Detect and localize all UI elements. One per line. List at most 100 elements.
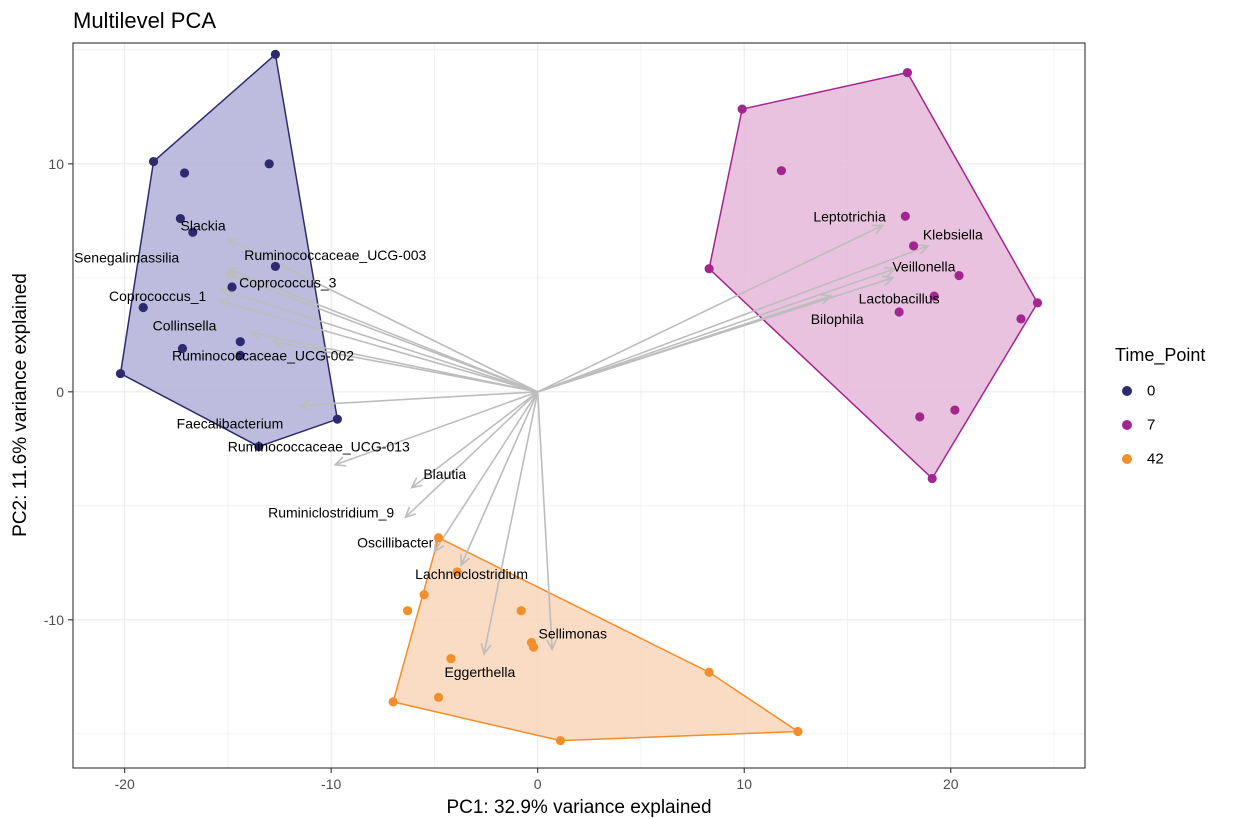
point-timepoint-0 [235, 350, 245, 360]
point-timepoint-42 [419, 590, 429, 600]
loading-arrow [433, 391, 539, 552]
loading-arrowhead [460, 554, 471, 567]
point-timepoint-0 [177, 343, 188, 354]
loading-arrowhead [333, 456, 347, 467]
point-timepoint-7 [1032, 298, 1043, 308]
point-timepoint-42 [433, 533, 444, 543]
point-timepoint-42 [704, 667, 714, 677]
loading-arrowhead [881, 275, 895, 286]
loading-arrow [227, 267, 538, 393]
loading-label: Slackia [181, 217, 226, 233]
loading-label: Blautia [423, 466, 466, 482]
point-timepoint-7 [776, 166, 787, 176]
legend-key-42 [1122, 454, 1132, 464]
loading-arrowhead [433, 540, 445, 553]
loading-label: Bilophila [811, 311, 864, 327]
loading-arrowhead [226, 238, 239, 249]
loading-label: Ruminococcaceae_UCG-013 [228, 439, 410, 455]
point-timepoint-7 [915, 412, 925, 422]
loading-label: Leptotrichia [813, 208, 886, 224]
legend: Time_Point 0 7 42 [1115, 345, 1205, 468]
point-timepoint-42 [516, 606, 526, 616]
loading-arrow [273, 340, 538, 393]
x-axis: -20 -10 0 10 20 [115, 768, 959, 792]
point-timepoint-0 [270, 261, 280, 272]
loading-arrow [411, 391, 539, 489]
loading-arrowhead [871, 224, 885, 235]
loading-arrowhead [298, 399, 311, 411]
loading-arrowhead [410, 477, 423, 489]
point-timepoint-42 [555, 736, 566, 746]
x-axis-title: PC1: 32.9% variance explained [446, 797, 711, 818]
sample-points [115, 49, 1043, 746]
point-timepoint-7 [894, 307, 904, 317]
loading-arrow [225, 272, 538, 393]
point-timepoint-0 [264, 159, 274, 169]
hull-timepoint-42 [392, 536, 801, 742]
point-timepoint-0 [175, 213, 185, 224]
point-timepoint-7 [929, 291, 939, 301]
loading-arrow [221, 288, 538, 393]
loading-arrow [300, 391, 538, 407]
loading-arrow [404, 391, 539, 518]
loading-arrowhead [546, 638, 558, 652]
loading-arrowhead [224, 271, 237, 282]
loading-arrowhead [819, 293, 833, 305]
point-timepoint-0 [148, 156, 159, 167]
loading-arrow [335, 391, 538, 466]
y-axis-title: PC2: 11.6% variance explained [10, 273, 31, 537]
loading-arrowhead [917, 244, 930, 255]
legend-label: 0 [1147, 383, 1155, 400]
loading-label: Klebsiella [923, 227, 983, 243]
loading-label: Ruminiclostridium_9 [268, 505, 394, 521]
loading-arrowhead [883, 266, 897, 278]
point-timepoint-0 [254, 441, 264, 452]
point-timepoint-0 [332, 414, 342, 424]
point-timepoint-0 [115, 368, 126, 379]
point-timepoint-42 [452, 567, 462, 577]
loading-arrow [537, 245, 929, 393]
loading-label: Oscillibacter [357, 534, 434, 550]
point-timepoint-42 [446, 653, 456, 664]
loading-label: Ruminococcaceae_UCG-003 [244, 247, 426, 263]
point-timepoint-7 [1016, 314, 1026, 324]
point-timepoint-0 [270, 49, 280, 59]
loading-arrowhead [226, 267, 239, 278]
loading-label: Lachnoclostridium [415, 566, 528, 582]
legend-key-7 [1122, 420, 1132, 430]
y-tick-label: -10 [44, 612, 64, 628]
loading-arrow [536, 391, 553, 650]
point-timepoint-42 [433, 692, 444, 702]
plot-panel-border [72, 42, 1086, 769]
y-axis: -10 0 10 [44, 156, 73, 628]
loading-label: Coprococcus_3 [239, 274, 336, 290]
loading-arrow [219, 299, 538, 393]
loading-label: Veillonella [892, 258, 955, 274]
x-tick-label: -10 [321, 776, 341, 792]
loading-arrowhead [480, 643, 492, 656]
loading-arrowhead [271, 338, 285, 349]
loading-arrow [483, 391, 539, 655]
x-tick-label: 0 [534, 776, 542, 792]
legend-label: 7 [1147, 417, 1155, 434]
point-timepoint-0 [188, 227, 198, 237]
x-tick-label: 10 [736, 776, 752, 792]
point-timepoint-42 [528, 642, 539, 652]
loading-arrow [537, 267, 896, 393]
loading-arrowhead [217, 297, 231, 309]
loading-label: Coprococcus_1 [109, 288, 206, 304]
x-tick-label: 20 [943, 776, 959, 792]
point-timepoint-0 [235, 337, 245, 347]
legend-key-0 [1122, 386, 1132, 396]
loading-arrows [217, 224, 930, 656]
point-timepoint-0 [227, 282, 237, 292]
loading-arrowhead [404, 506, 417, 519]
chart-title: Multilevel PCA [73, 8, 216, 33]
point-timepoint-7 [900, 211, 910, 221]
point-timepoint-7 [902, 68, 912, 78]
point-timepoint-42 [388, 697, 398, 707]
legend-title: Time_Point [1115, 345, 1205, 366]
loading-arrow [460, 391, 539, 566]
point-timepoint-7 [737, 104, 747, 114]
